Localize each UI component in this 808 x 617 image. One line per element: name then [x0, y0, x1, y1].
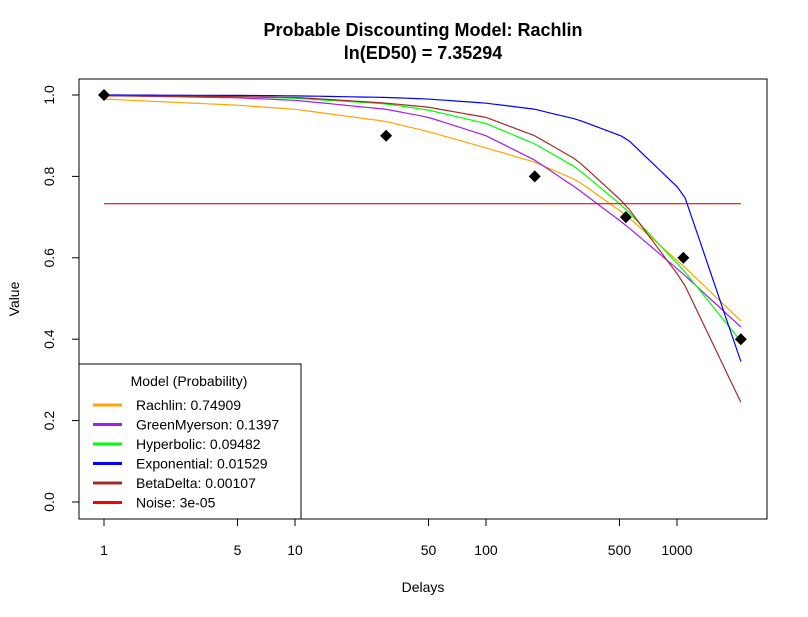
legend-label: BetaDelta: 0.00107: [136, 475, 256, 491]
series-line-4: [103, 95, 742, 403]
x-tick-label: 10: [287, 542, 303, 558]
y-tick-label: 0.0: [41, 492, 57, 512]
legend-box: [78, 363, 302, 520]
data-point: [528, 170, 541, 183]
legend-label: GreenMyerson: 0.1397: [136, 417, 279, 433]
y-axis: 0.0 0.2 0.4 0.6 0.8 1.0: [41, 85, 80, 512]
data-point: [380, 129, 393, 142]
series-line-3: [104, 94, 742, 362]
y-tick-label: 0.8: [41, 166, 57, 186]
series-line-2: [103, 94, 742, 342]
legend-entries: Rachlin: 0.74909 GreenMyerson: 0.1397 Hype…: [93, 397, 279, 511]
series-line-0: [103, 98, 742, 322]
legend-title: Model (Probability): [131, 373, 248, 389]
legend-label: Rachlin: 0.74909: [136, 397, 241, 413]
series-layer: [103, 94, 742, 403]
chart-title: Probable Discounting Model: Rachlin: [263, 20, 582, 40]
legend-label: Noise: 3e-05: [136, 495, 216, 511]
chart-subtitle: ln(ED50) = 7.35294: [344, 43, 503, 63]
y-tick-label: 1.0: [41, 85, 57, 105]
x-tick-label: 1: [100, 542, 108, 558]
x-axis: 1 5 10 50 100 500 1000: [100, 518, 693, 558]
data-point: [619, 211, 632, 224]
x-tick-label: 50: [421, 542, 437, 558]
y-tick-label: 0.4: [41, 329, 57, 349]
data-point: [677, 251, 690, 264]
data-point: [98, 89, 110, 101]
x-tick-label: 500: [608, 542, 632, 558]
series-line-1: [103, 94, 742, 328]
y-tick-label: 0.6: [41, 248, 57, 268]
legend-label: Exponential: 0.01529: [136, 456, 268, 472]
y-axis-label: Value: [6, 281, 22, 316]
x-axis-label: Delays: [402, 579, 445, 595]
x-tick-label: 5: [234, 542, 242, 558]
legend-label: Hyperbolic: 0.09482: [136, 436, 261, 452]
x-tick-label: 1000: [661, 542, 692, 558]
y-tick-label: 0.2: [41, 411, 57, 431]
data-point: [734, 333, 747, 346]
legend: Model (Probability) Rachlin: 0.74909 Gree…: [78, 363, 302, 520]
points-layer: [98, 89, 747, 346]
x-tick-label: 100: [474, 542, 498, 558]
